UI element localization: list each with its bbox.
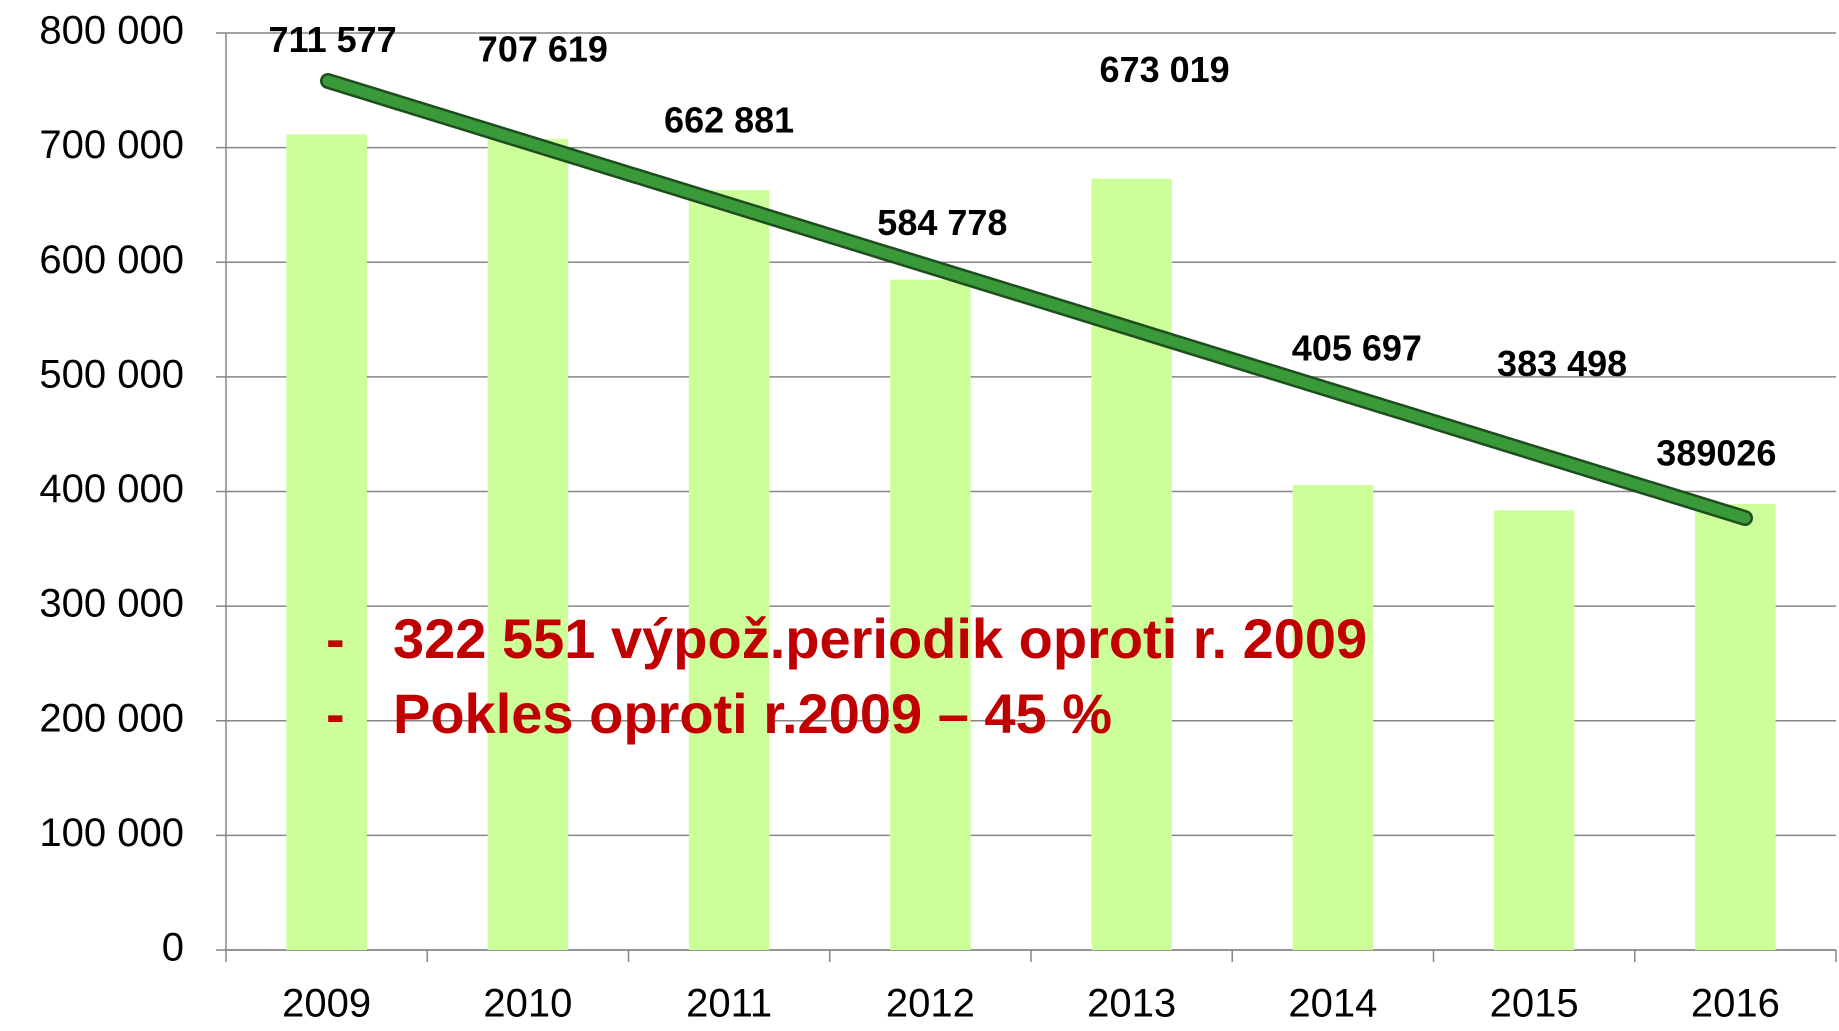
annotation-bullet: - (326, 682, 345, 745)
y-tick-label: 200 000 (39, 696, 184, 740)
x-tick-label: 2009 (282, 982, 371, 1026)
bar (890, 279, 971, 950)
y-tick-label: 0 (162, 926, 184, 970)
y-tick-label: 400 000 (39, 467, 184, 511)
bar (286, 134, 367, 950)
annotation: 322 551 výpož.periodik oproti r. 2009 (393, 607, 1367, 670)
annotation: Pokles oproti r.2009 – 45 % (393, 682, 1112, 745)
x-tick-label: 2015 (1490, 982, 1579, 1026)
x-tick-label: 2011 (686, 982, 772, 1026)
y-tick-label: 500 000 (39, 352, 184, 396)
bar (1292, 484, 1374, 950)
value-label: 707 619 (478, 28, 608, 69)
bar (1695, 504, 1776, 950)
y-tick-label: 700 000 (39, 123, 184, 167)
value-label: 389026 (1656, 433, 1776, 474)
value-label: 584 778 (877, 202, 1007, 243)
trend-line (322, 75, 1751, 524)
value-label: 383 498 (1497, 343, 1627, 384)
value-label: 662 881 (664, 100, 794, 141)
annotation-bullet: - (326, 607, 345, 670)
y-tick-label: 600 000 (39, 238, 184, 282)
x-tick-label: 2012 (886, 982, 975, 1026)
value-label: 711 577 (269, 19, 397, 60)
y-tick-label: 800 000 (39, 9, 184, 53)
bar (1091, 178, 1172, 950)
x-tick-label: 2016 (1691, 982, 1780, 1026)
x-tick-label: 2013 (1087, 982, 1176, 1026)
value-label: 673 019 (1100, 49, 1230, 90)
y-tick-label: 100 000 (39, 811, 184, 855)
bar (688, 190, 770, 950)
x-tick-label: 2010 (483, 982, 572, 1026)
x-tick-label: 2014 (1288, 982, 1377, 1026)
value-label: 405 697 (1292, 327, 1422, 368)
bar (1493, 510, 1575, 950)
bar (487, 138, 569, 950)
y-tick-label: 300 000 (39, 582, 184, 626)
